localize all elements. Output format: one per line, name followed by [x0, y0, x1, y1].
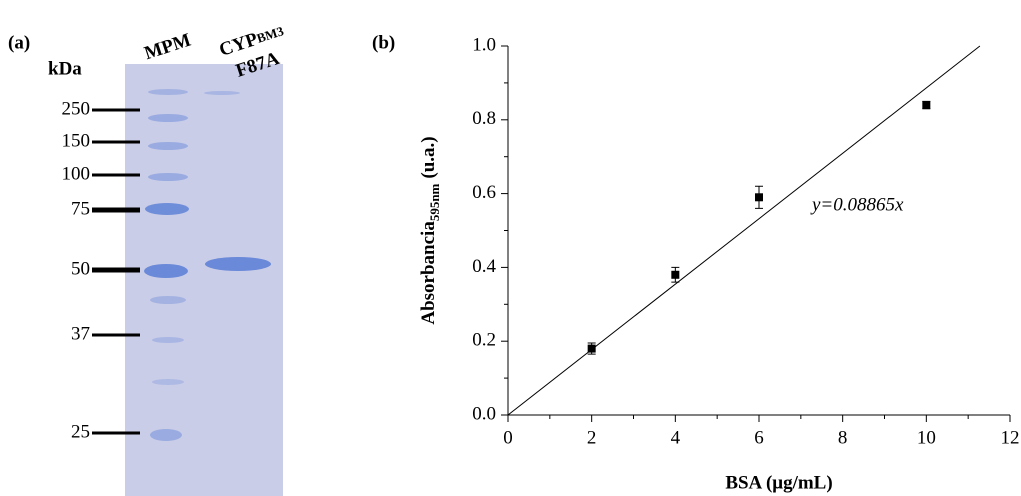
- point: [671, 271, 679, 279]
- y-axis-label: Absorbancia595nm (u.a.): [418, 136, 442, 324]
- marker-label: 100: [62, 163, 91, 184]
- point: [755, 193, 763, 201]
- point: [922, 101, 930, 109]
- figure: (a) kDa MPM CYPBM3 F87A 2501501007550372…: [0, 0, 1021, 496]
- lane-subscript: BM3: [255, 23, 286, 46]
- panel-a: (a) kDa MPM CYPBM3 F87A 2501501007550372…: [8, 21, 287, 496]
- panel-label: (b): [372, 32, 395, 53]
- x-tick-label: 6: [754, 427, 764, 448]
- panel-label: (a): [8, 32, 30, 53]
- x-tick-label: 12: [1001, 427, 1020, 448]
- x-tick-label: 8: [838, 427, 848, 448]
- marker-label: 250: [62, 98, 91, 119]
- y-label-text: Absorbancia: [418, 221, 439, 325]
- marker-label: 37: [71, 323, 90, 344]
- y-tick-label: 0.6: [472, 182, 496, 203]
- y-label-subscript: 595nm: [427, 183, 442, 221]
- panel-b: 0.0 0.2 0.4 0.6 0.8 1.0 0 2 4 6 8 10 12 (b) BSA (μg/mL…: [372, 32, 1020, 493]
- y-tick-label: 0.4: [472, 256, 496, 277]
- gel-image: [125, 64, 283, 496]
- y-tick-label: 0.8: [472, 108, 496, 129]
- fit-label: y=0.08865x: [810, 194, 904, 215]
- marker-label: 75: [71, 198, 90, 219]
- fit-line: [508, 46, 980, 415]
- y-tick-label: 0.0: [472, 403, 496, 424]
- y-tick-label: 0.2: [472, 330, 496, 351]
- lane-label: MPM: [142, 30, 194, 65]
- marker-label: 150: [62, 130, 91, 151]
- x-tick-label: 0: [503, 427, 513, 448]
- marker-label: 25: [71, 421, 90, 442]
- x-tick-label: 2: [587, 427, 597, 448]
- point: [588, 345, 596, 353]
- x-tick-label: 10: [917, 427, 936, 448]
- unit-label: kDa: [48, 58, 82, 79]
- y-label-suffix: (u.a.): [418, 136, 439, 178]
- y-tick-label: 1.0: [472, 34, 496, 55]
- marker-label: 50: [71, 258, 90, 279]
- x-axis-label: BSA (μg/mL): [725, 472, 832, 493]
- x-tick-label: 4: [671, 427, 681, 448]
